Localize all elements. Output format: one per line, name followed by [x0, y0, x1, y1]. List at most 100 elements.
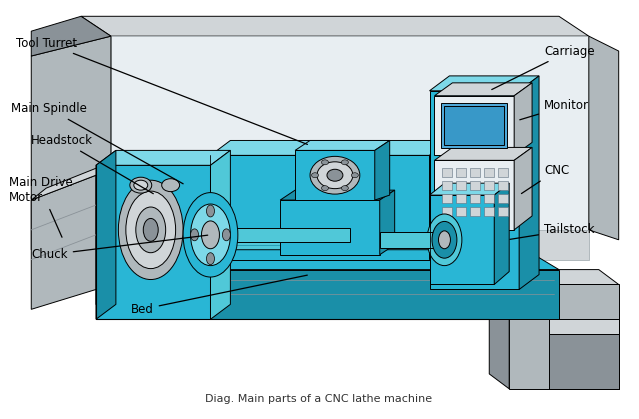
Polygon shape — [374, 140, 390, 200]
Text: Monitor: Monitor — [520, 99, 589, 120]
Polygon shape — [442, 168, 452, 177]
Polygon shape — [484, 168, 494, 177]
Ellipse shape — [341, 186, 348, 191]
Ellipse shape — [438, 231, 450, 249]
Polygon shape — [484, 194, 494, 203]
Polygon shape — [589, 36, 619, 240]
Polygon shape — [31, 175, 96, 309]
Ellipse shape — [341, 160, 348, 165]
Polygon shape — [514, 83, 532, 155]
Polygon shape — [31, 36, 111, 250]
Polygon shape — [470, 194, 481, 203]
Polygon shape — [429, 183, 509, 195]
Ellipse shape — [222, 229, 231, 241]
Ellipse shape — [126, 191, 176, 269]
Polygon shape — [519, 76, 539, 290]
Polygon shape — [380, 232, 445, 248]
Ellipse shape — [130, 177, 151, 193]
Ellipse shape — [310, 156, 360, 194]
Ellipse shape — [136, 207, 166, 253]
Polygon shape — [489, 269, 619, 285]
Polygon shape — [210, 155, 429, 260]
Ellipse shape — [190, 229, 199, 241]
Polygon shape — [484, 207, 494, 216]
Polygon shape — [514, 147, 532, 230]
Polygon shape — [210, 140, 449, 155]
Polygon shape — [210, 238, 449, 250]
Polygon shape — [498, 168, 508, 177]
Polygon shape — [81, 16, 589, 36]
Polygon shape — [445, 106, 504, 145]
Polygon shape — [442, 181, 452, 190]
Polygon shape — [442, 207, 452, 216]
Text: Bed: Bed — [131, 275, 307, 316]
Ellipse shape — [118, 180, 183, 279]
Text: Headstock: Headstock — [31, 134, 153, 194]
Text: Main Spindle: Main Spindle — [12, 102, 183, 184]
Polygon shape — [280, 200, 380, 255]
Polygon shape — [498, 181, 508, 190]
Polygon shape — [435, 147, 532, 160]
Ellipse shape — [183, 193, 238, 277]
Ellipse shape — [327, 169, 343, 181]
Polygon shape — [429, 76, 539, 91]
Text: Tailstock: Tailstock — [510, 223, 594, 239]
Ellipse shape — [190, 204, 231, 266]
Polygon shape — [470, 181, 481, 190]
Text: Carriage: Carriage — [492, 44, 595, 90]
Text: Main Drive
Motor: Main Drive Motor — [10, 176, 73, 237]
Polygon shape — [295, 150, 374, 200]
Polygon shape — [280, 190, 395, 200]
Polygon shape — [456, 207, 466, 216]
Ellipse shape — [206, 253, 215, 265]
Polygon shape — [429, 91, 519, 290]
Polygon shape — [435, 160, 514, 230]
Text: CNC: CNC — [521, 164, 569, 194]
Polygon shape — [549, 319, 619, 334]
Ellipse shape — [201, 221, 219, 249]
Ellipse shape — [432, 221, 457, 258]
Polygon shape — [549, 319, 619, 389]
Polygon shape — [210, 150, 231, 319]
Polygon shape — [442, 103, 507, 148]
Ellipse shape — [321, 160, 328, 165]
Polygon shape — [96, 150, 231, 165]
Ellipse shape — [162, 179, 180, 191]
Polygon shape — [96, 165, 210, 319]
Polygon shape — [96, 255, 121, 319]
Text: Tool Turret: Tool Turret — [17, 36, 307, 145]
Polygon shape — [494, 183, 509, 285]
Text: Chuck: Chuck — [31, 235, 208, 261]
Polygon shape — [456, 181, 466, 190]
Ellipse shape — [427, 214, 462, 266]
Polygon shape — [429, 195, 494, 285]
Polygon shape — [509, 285, 619, 389]
Polygon shape — [295, 140, 390, 150]
Polygon shape — [456, 168, 466, 177]
Ellipse shape — [321, 186, 328, 191]
Ellipse shape — [206, 205, 215, 217]
Polygon shape — [435, 83, 532, 96]
Polygon shape — [31, 16, 111, 56]
Polygon shape — [442, 194, 452, 203]
Ellipse shape — [312, 173, 318, 178]
Polygon shape — [498, 207, 508, 216]
Polygon shape — [96, 150, 116, 319]
Ellipse shape — [317, 162, 353, 189]
Polygon shape — [121, 269, 559, 319]
Polygon shape — [31, 162, 111, 200]
Polygon shape — [96, 255, 559, 269]
Polygon shape — [470, 168, 481, 177]
Ellipse shape — [351, 173, 358, 178]
Text: Diag. Main parts of a CNC lathe machine: Diag. Main parts of a CNC lathe machine — [206, 394, 433, 404]
Polygon shape — [435, 96, 514, 155]
Polygon shape — [484, 181, 494, 190]
Ellipse shape — [143, 218, 158, 241]
Polygon shape — [111, 230, 589, 260]
Polygon shape — [456, 194, 466, 203]
Ellipse shape — [134, 180, 148, 190]
Polygon shape — [210, 228, 350, 242]
Polygon shape — [380, 190, 395, 255]
Polygon shape — [498, 194, 508, 203]
Polygon shape — [489, 269, 509, 389]
